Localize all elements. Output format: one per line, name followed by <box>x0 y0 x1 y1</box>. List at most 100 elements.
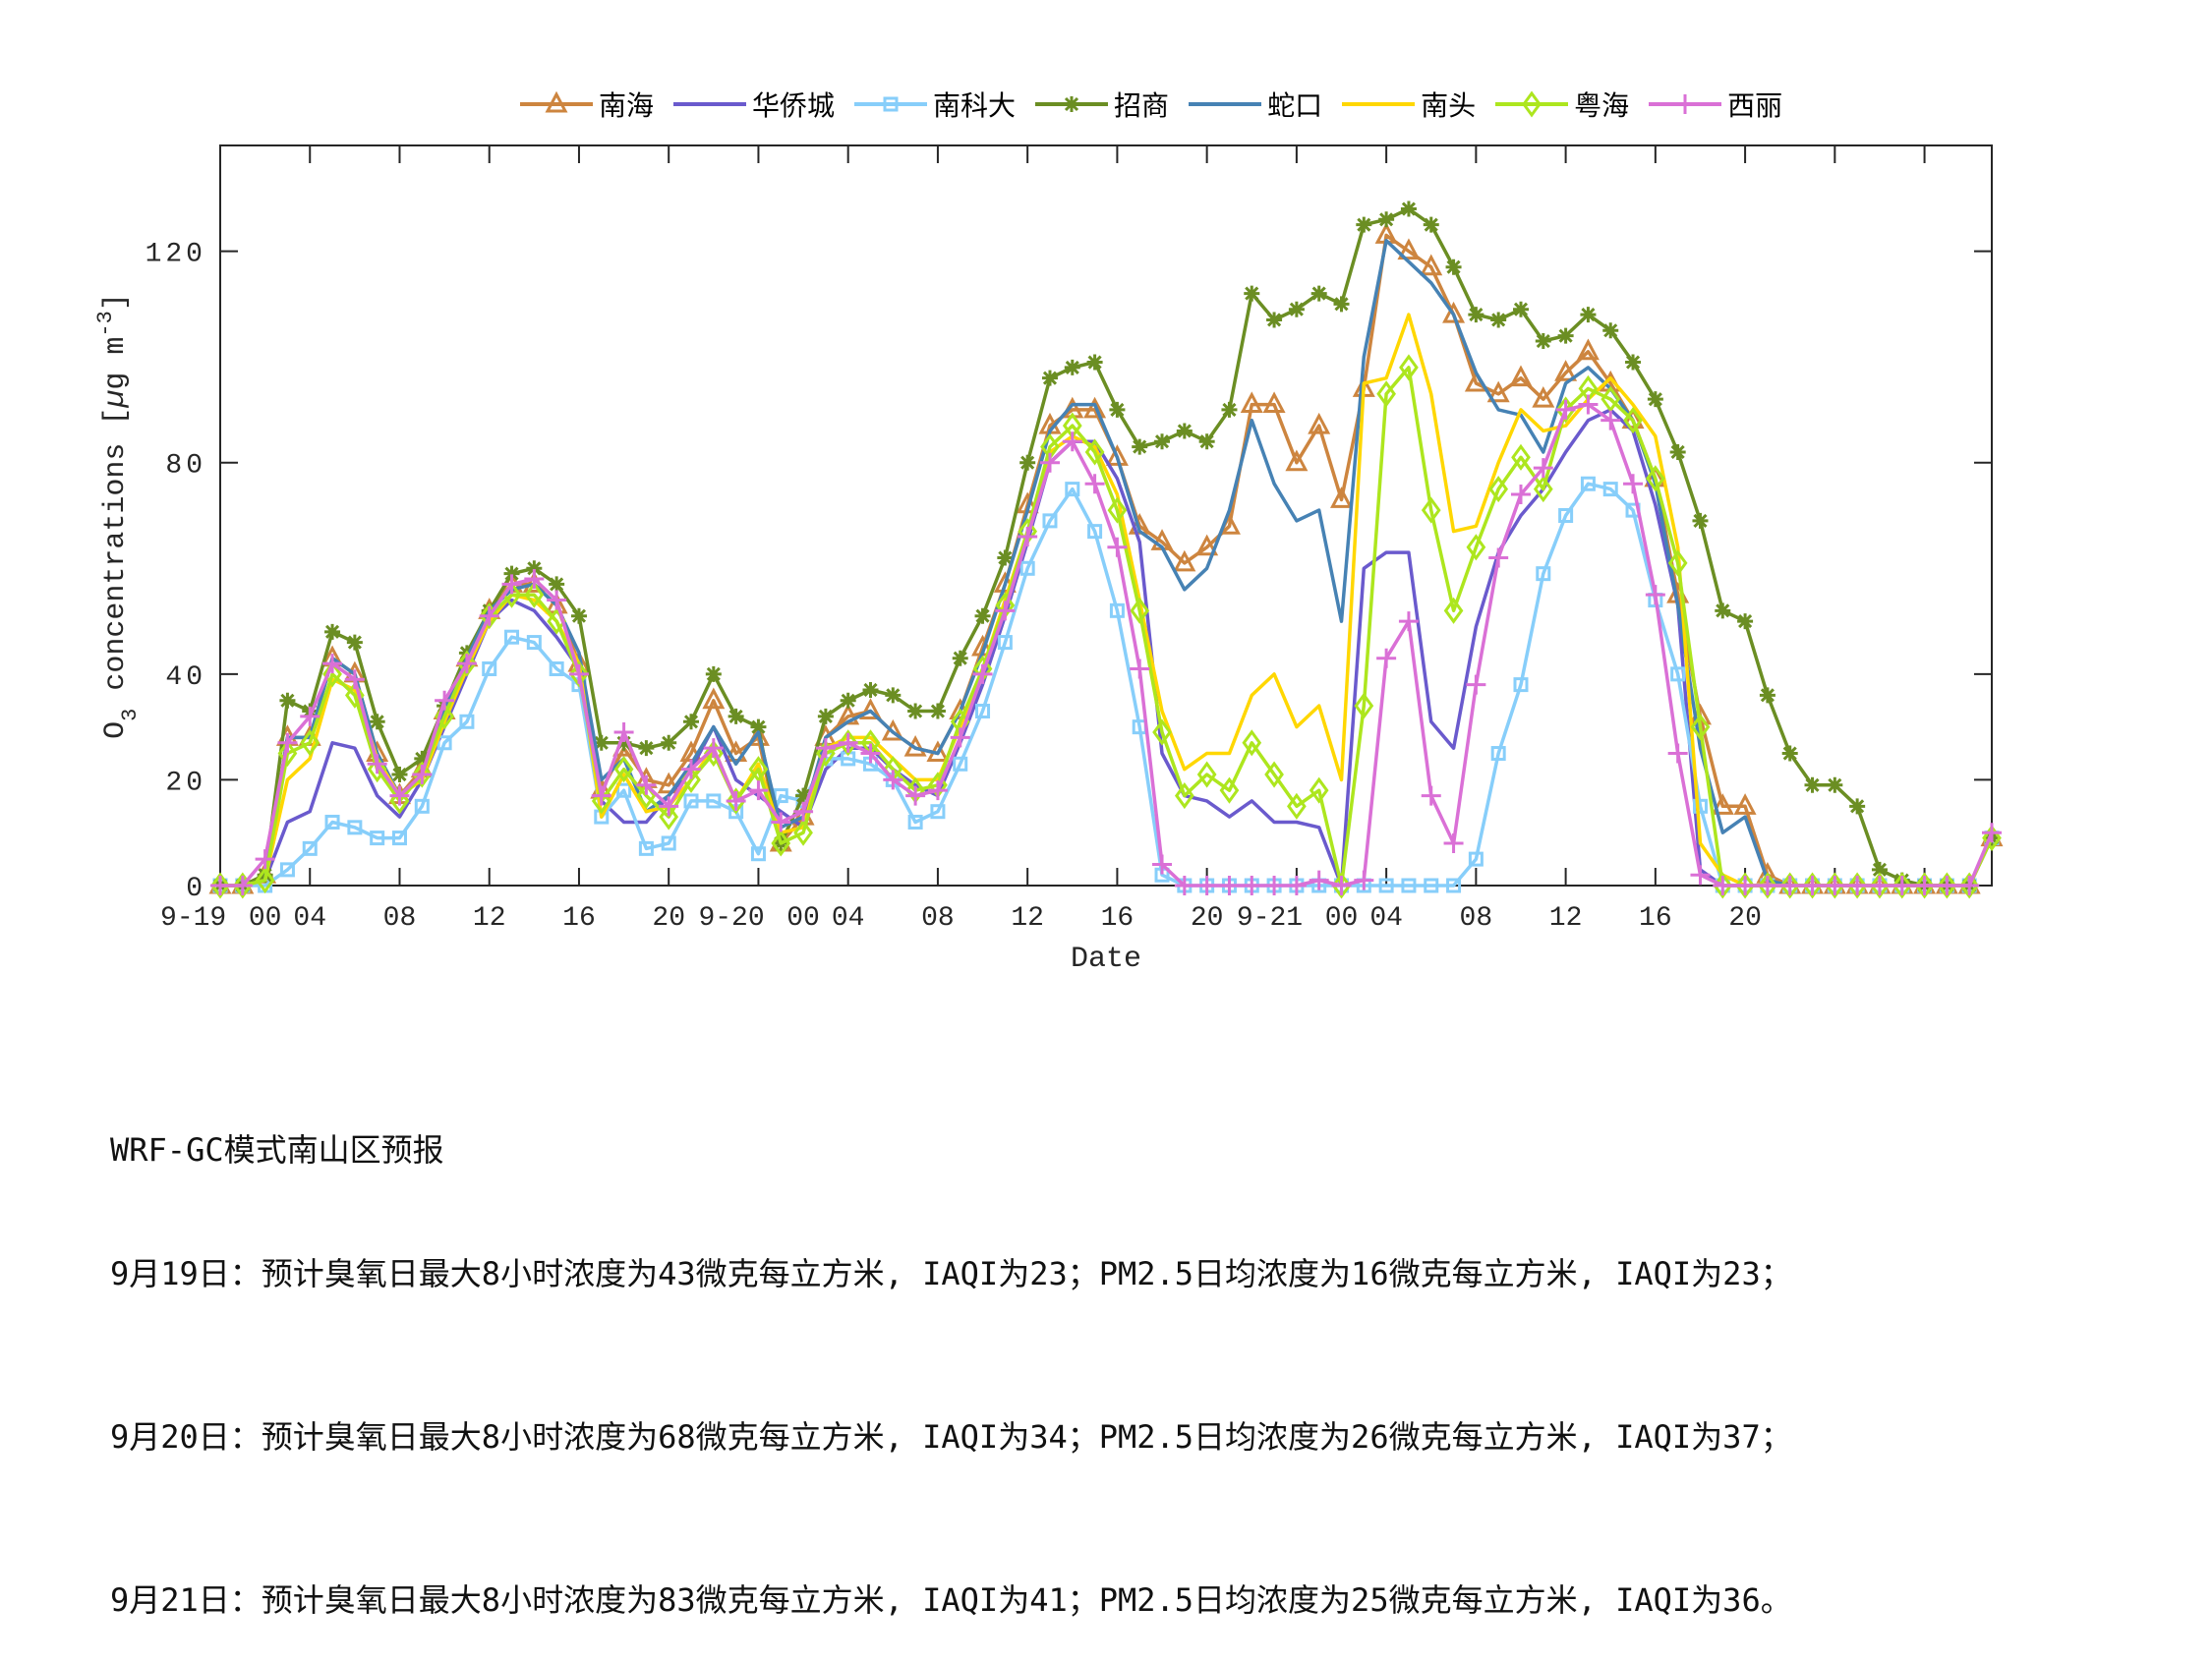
diamond-marker <box>1735 872 1755 899</box>
star-marker-core <box>507 569 516 578</box>
forecast-line-9-21: 9月21日：预计臭氧日最大8小时浓度为83微克每立方米, IAQI为41；PM2… <box>110 1581 1792 1619</box>
plus-marker <box>995 601 1016 621</box>
legend-label: 招商 <box>1114 89 1170 122</box>
diamond-marker <box>1779 872 1800 899</box>
diamond-marker <box>1174 782 1194 810</box>
star-marker-core <box>1248 289 1256 298</box>
star-marker-core <box>350 638 359 647</box>
star-marker-core <box>1158 437 1167 446</box>
plus-marker <box>681 759 702 779</box>
ozone-chart: 0 20 40 80 120 9-19 00 04 08 12 16 20 9-20 00 04 08 12 1… <box>93 144 2004 976</box>
series-line <box>220 233 1994 888</box>
plus-marker <box>1018 527 1038 547</box>
series-line <box>220 482 1994 888</box>
plus-marker <box>1533 458 1553 479</box>
plus-marker <box>367 754 387 774</box>
star-marker-core <box>1068 100 1077 108</box>
star-marker-core <box>1808 780 1817 789</box>
star-marker-core <box>574 611 583 620</box>
diamond-marker <box>1376 380 1396 408</box>
plus-marker <box>277 732 298 753</box>
star-icon <box>1035 96 1109 112</box>
square-marker <box>975 704 991 719</box>
plus-marker <box>412 765 433 785</box>
legend-item-7: 西丽 <box>1647 85 1782 124</box>
plus-marker <box>636 774 657 795</box>
x-axis-ticks: 9-19 00 04 08 12 16 20 9-20 00 04 08 12 16 20 9-21 00 04… <box>160 145 1926 934</box>
square-marker <box>347 820 363 835</box>
triangle-marker <box>1285 449 1309 472</box>
y-axis-label: O3 concentrations [µg m-3] <box>93 293 143 739</box>
diamond-marker <box>1466 534 1486 561</box>
plus-marker <box>1690 865 1711 886</box>
star-marker-core <box>597 738 606 747</box>
star-marker-core <box>731 712 740 720</box>
diamond-marker <box>345 681 365 709</box>
legend-item-4: 蛇口 <box>1187 85 1322 124</box>
plus-marker <box>1264 876 1285 895</box>
series-3 <box>212 201 2000 893</box>
square-marker <box>1670 666 1686 682</box>
star-marker-core <box>665 738 673 747</box>
plus-marker <box>1578 394 1599 415</box>
diamond-marker <box>1802 872 1823 899</box>
square-marker <box>1401 878 1417 893</box>
legend-item-6: 粤海 <box>1493 85 1629 124</box>
plus-marker <box>950 727 970 748</box>
line-icon <box>1342 102 1416 106</box>
diamond-marker <box>569 660 589 688</box>
star-marker-core <box>1763 691 1772 700</box>
square-marker <box>1580 476 1596 491</box>
square-marker <box>1513 677 1529 693</box>
legend-label: 南科大 <box>933 89 1017 122</box>
star-marker-core <box>1561 331 1570 340</box>
plus-marker <box>1107 537 1128 557</box>
square-marker <box>907 814 923 830</box>
star-marker-core <box>866 685 875 694</box>
star-marker-core <box>642 744 651 753</box>
square-marker <box>526 635 542 651</box>
plus-marker <box>1623 474 1644 494</box>
triangle-marker <box>1105 444 1129 466</box>
x-tick-label: 12 <box>473 903 506 934</box>
star-marker-core <box>553 580 561 589</box>
star-marker-core <box>283 696 292 705</box>
triangle-marker <box>1442 301 1466 323</box>
star-marker-core <box>1360 220 1368 229</box>
diamond-marker <box>255 867 275 894</box>
x-tick-label: 9-21 <box>1237 903 1303 934</box>
x-tick-label: 9-19 <box>160 903 226 934</box>
plus-marker <box>1039 452 1060 473</box>
diamond-marker <box>1242 729 1262 757</box>
triangle-marker <box>1532 385 1555 408</box>
diamond-marker <box>1152 718 1172 746</box>
diamond-marker <box>1107 496 1128 524</box>
diamond-marker <box>367 756 387 783</box>
y-axis-title: O3 concentrations [µg m-3] <box>93 293 143 739</box>
y-tick-label: 20 <box>165 768 206 798</box>
plus-marker <box>1219 876 1240 895</box>
star-marker-core <box>1651 395 1659 404</box>
x-tick-label: 12 <box>1011 903 1044 934</box>
y-axis-ticks: 0 20 40 80 120 <box>146 240 1992 904</box>
triangle-icon <box>520 90 593 113</box>
x-tick-label: 16 <box>1639 903 1672 934</box>
diamond-icon <box>1495 90 1569 118</box>
triangle-marker <box>1621 407 1645 430</box>
star-marker-core <box>1180 427 1189 435</box>
legend-label: 蛇口 <box>1267 89 1323 122</box>
diamond-marker <box>1937 872 1957 899</box>
plus-marker <box>1959 876 1980 895</box>
square-marker <box>414 798 430 814</box>
square-marker <box>391 831 407 846</box>
plus-marker <box>1645 585 1665 605</box>
diamond-marker <box>1892 872 1912 899</box>
star-marker-core <box>956 654 964 662</box>
star-marker-core <box>328 627 337 636</box>
plus-marker <box>300 706 320 726</box>
plus-marker <box>1667 743 1688 764</box>
plus-marker <box>1779 876 1800 895</box>
star-marker-core <box>1584 311 1593 319</box>
square-marker <box>1065 482 1080 497</box>
diamond-marker <box>1623 407 1643 434</box>
